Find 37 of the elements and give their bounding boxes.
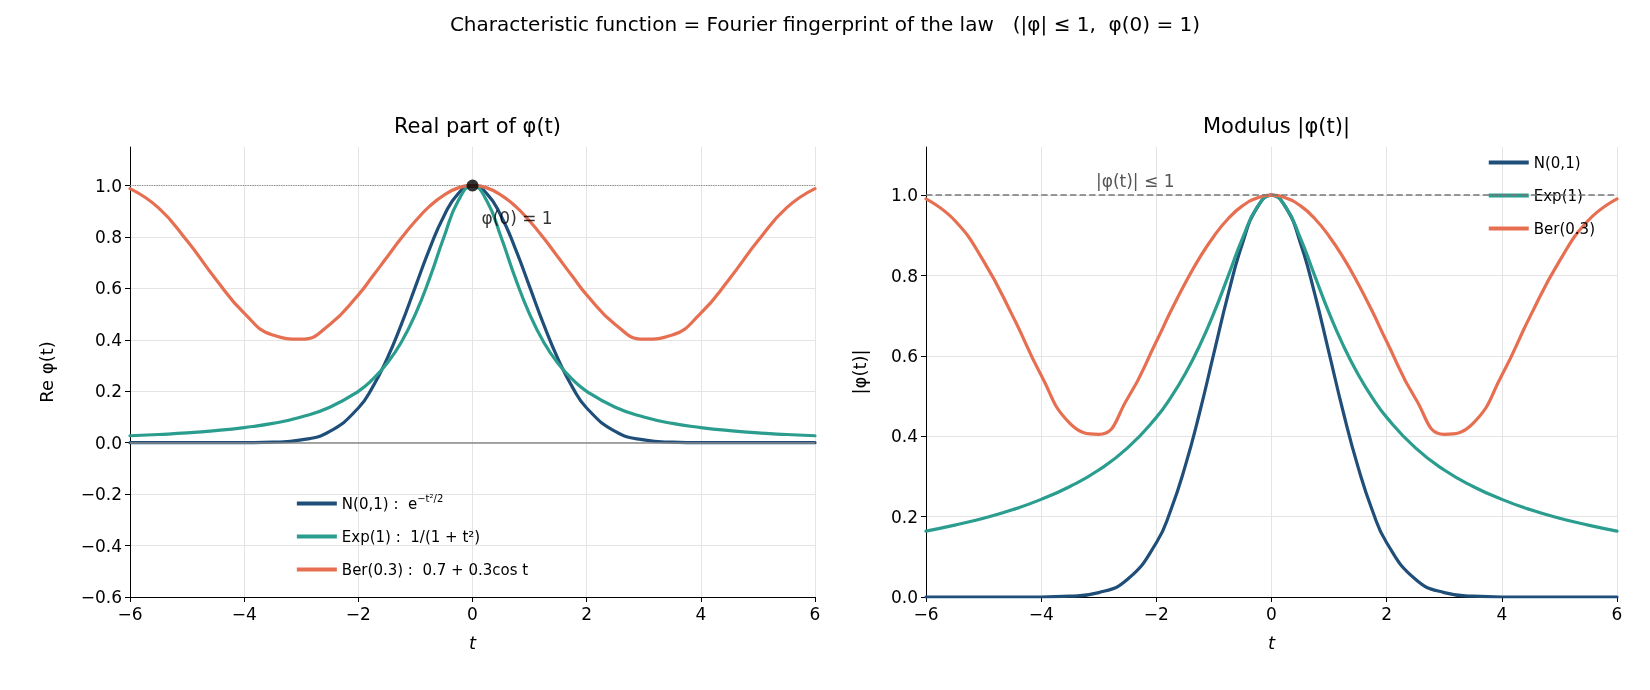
x-tick-label: −4 (231, 603, 257, 624)
x-tick-label: 2 (1381, 603, 1393, 624)
x-tick-label: 4 (1496, 603, 1508, 624)
x-tick-label: −4 (1028, 603, 1054, 624)
y-tick-label: 1.0 (890, 185, 918, 206)
chart-title: Real part of φ(t) (393, 113, 562, 138)
legend-label: Exp(1) (1533, 186, 1583, 205)
y-tick-label: 0.8 (890, 265, 918, 286)
y-axis-title: |φ(t)| (848, 349, 870, 395)
y-tick-label: 0.4 (94, 329, 122, 350)
y-axis-title: Re φ(t) (35, 341, 57, 403)
text: Characteristic function = Fourier fingerprint of the law (|φ| ≤ 1, φ(0) = 1) (448, 12, 1202, 36)
y-tick-label: 0.4 (890, 426, 918, 447)
y-tick-label: −0.4 (80, 535, 122, 556)
x-tick-label: −2 (345, 603, 371, 624)
x-tick-label: 6 (809, 603, 821, 624)
y-tick-label: 0.6 (890, 345, 918, 366)
legend-label: Exp(1) : 1/(1 + t²) (341, 527, 481, 546)
y-tick-label: 0.6 (94, 278, 122, 299)
y-tick-label: −0.2 (80, 484, 122, 505)
x-axis-title: t (1267, 631, 1276, 653)
chart-title: Modulus |φ(t)| (1203, 113, 1350, 139)
legend-label: N(0,1) (1533, 153, 1581, 172)
y-tick-label: 0.2 (94, 381, 122, 402)
y-tick-label: 1.0 (94, 175, 122, 196)
x-tick-label: −2 (1143, 603, 1169, 624)
x-tick-label: 0 (1266, 603, 1277, 624)
x-axis-title: t (468, 631, 477, 653)
x-tick-label: 0 (467, 603, 478, 624)
x-tick-label: 6 (1611, 603, 1623, 624)
y-tick-label: 0.0 (94, 432, 122, 453)
legend-label: Ber(0.3) : 0.7 + 0.3cos t (341, 560, 529, 579)
ref-line-label: |φ(t)| ≤ 1 (1096, 170, 1175, 191)
y-tick-label: 0.2 (890, 506, 918, 527)
x-tick-label: 4 (695, 603, 707, 624)
y-tick-label: 0.8 (94, 227, 122, 247)
x-tick-label: 2 (581, 603, 593, 624)
